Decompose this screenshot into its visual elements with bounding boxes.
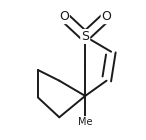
Text: O: O <box>59 10 69 23</box>
Text: Me: Me <box>78 117 92 127</box>
Text: S: S <box>81 30 89 43</box>
Text: O: O <box>102 10 112 23</box>
